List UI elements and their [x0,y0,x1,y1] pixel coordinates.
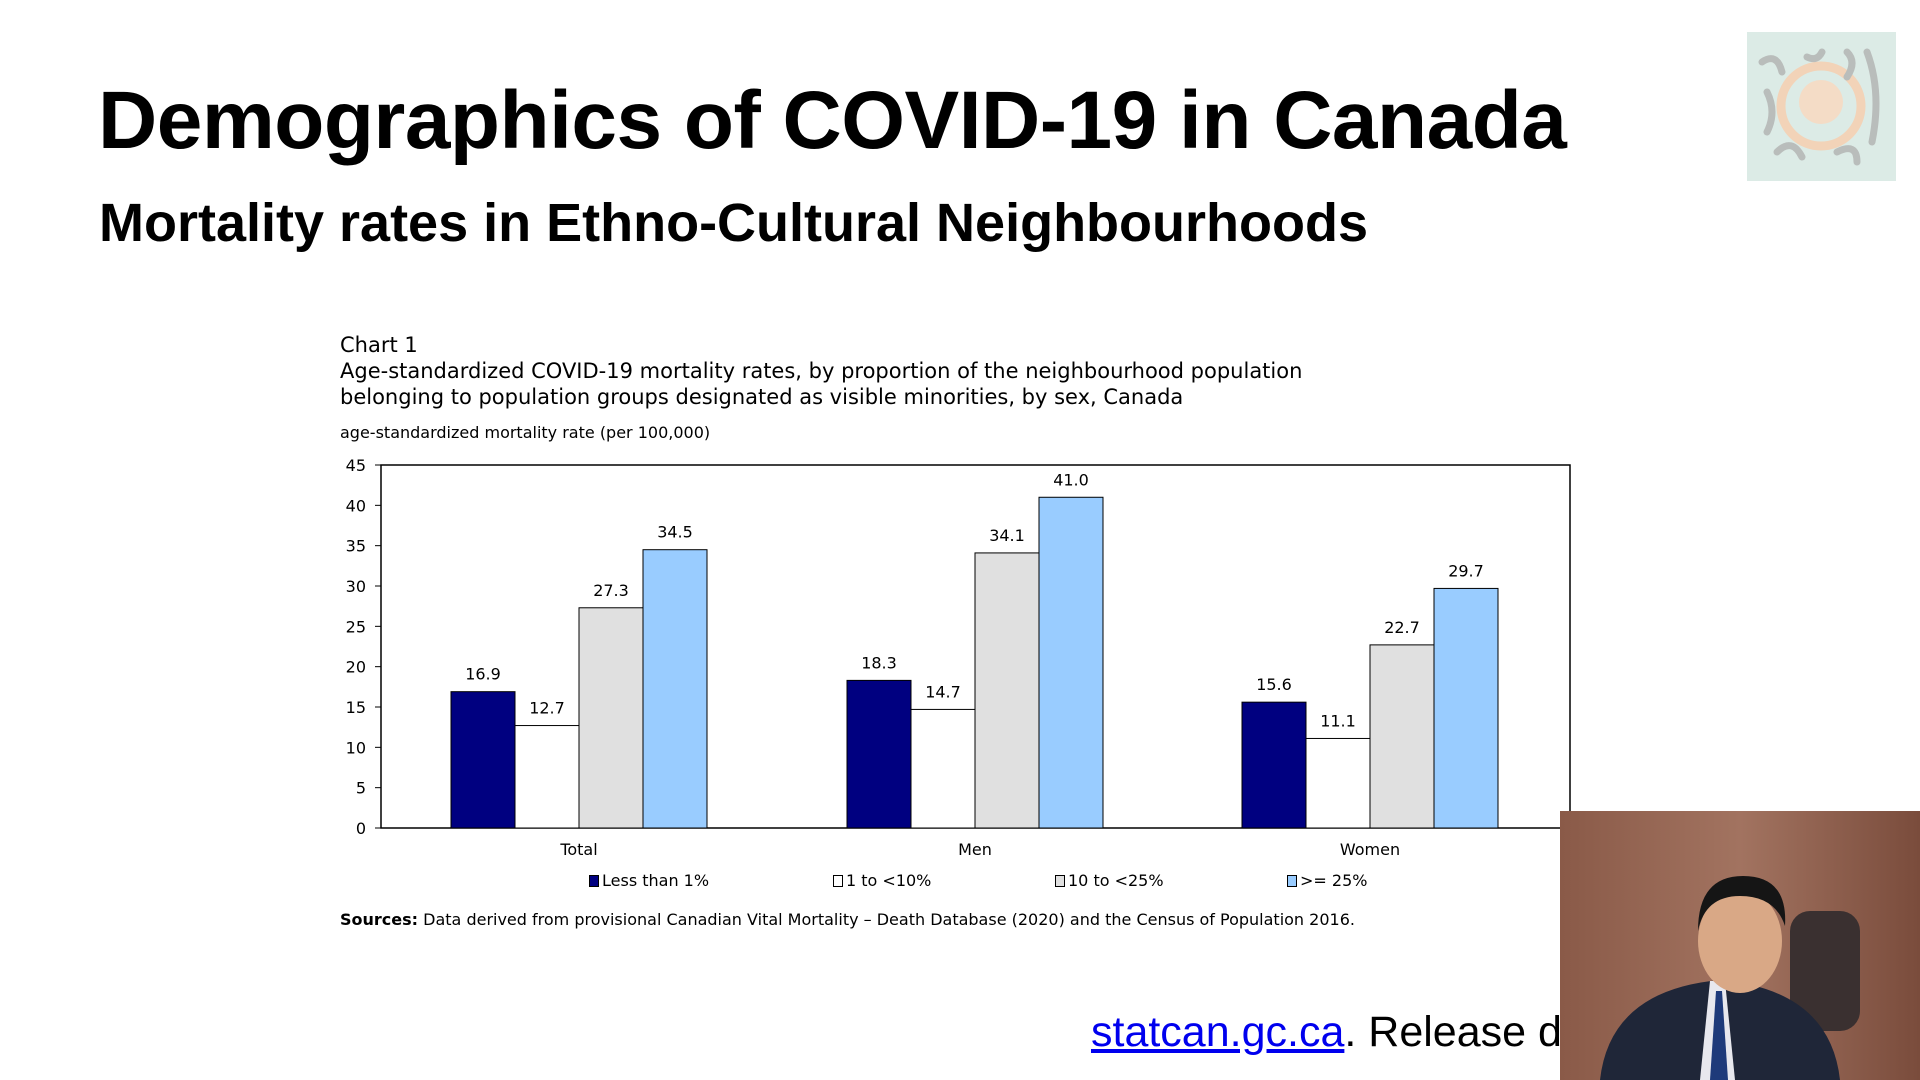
data-label: 34.1 [989,526,1025,545]
data-label: 15.6 [1256,675,1292,694]
footer-citation: statcan.gc.ca. Release d [1091,1008,1562,1057]
bar [1241,701,1307,829]
data-label: 12.7 [529,699,565,718]
chart-title-line-1: Age-standardized COVID-19 mortality rate… [340,359,1303,383]
sources-text: Data derived from provisional Canadian V… [418,910,1355,929]
x-category-label: Men [958,840,992,859]
data-label: 27.3 [593,581,629,600]
bar [846,679,912,829]
bar [1369,644,1435,829]
webcam-video [1560,811,1920,1080]
chart-title-line-2: belonging to population groups designate… [340,385,1184,409]
data-label: 34.5 [657,523,693,542]
legend-swatch [589,874,599,887]
y-tick-label: 30 [346,577,366,596]
y-tick-label: 40 [346,496,366,515]
bar [450,691,516,829]
data-label: 41.0 [1053,470,1089,489]
calligraphy-logo [1747,32,1896,181]
y-tick-label: 35 [346,537,366,556]
bar [514,725,580,829]
y-tick-label: 20 [346,658,366,677]
data-label: 29.7 [1448,561,1484,580]
data-label: 14.7 [925,682,961,701]
y-axis-label: age-standardized mortality rate (per 100… [340,423,711,442]
data-label: 16.9 [465,665,501,684]
chart-title: Age-standardized COVID-19 mortality rate… [340,358,1302,410]
bar [910,708,976,829]
y-tick-label: 15 [346,698,366,717]
sources-note: Sources: Data derived from provisional C… [340,910,1355,929]
y-tick-label: 45 [346,456,366,475]
x-category-label: Total [559,840,597,859]
bar [1305,737,1371,829]
legend-label: >= 25% [1300,871,1368,890]
legend-label: Less than 1% [602,871,710,890]
sources-label: Sources: [340,910,419,929]
bar [1433,587,1499,829]
data-label: 18.3 [861,653,897,672]
legend-label: 1 to <10% [846,871,932,890]
legend-label: 10 to <25% [1068,871,1164,890]
bar [1038,496,1104,829]
chart-number: Chart 1 [340,333,418,357]
legend-swatch [1055,874,1065,887]
y-tick-label: 0 [356,819,366,838]
legend-item-25-plus: >= 25% [1287,871,1367,890]
legend-item-1-to-10: 1 to <10% [833,871,931,890]
y-tick-label: 5 [356,779,366,798]
bar [642,549,708,829]
slide-subtitle: Mortality rates in Ethno-Cultural Neighb… [99,193,1368,253]
legend-item-less-than-1: Less than 1% [589,871,709,890]
data-label: 11.1 [1320,711,1356,730]
data-label: 22.7 [1384,618,1420,637]
y-tick-label: 10 [346,738,366,757]
legend-swatch [833,874,843,887]
bar [974,552,1040,829]
legend-swatch [1287,874,1297,887]
legend-item-10-to-25: 10 to <25% [1055,871,1164,890]
slide-title: Demographics of COVID-19 in Canada [98,75,1567,166]
statcan-link[interactable]: statcan.gc.ca [1091,1008,1345,1056]
footer-text: . Release d [1344,1008,1562,1056]
bar [578,607,644,829]
x-category-label: Women [1340,840,1400,859]
y-tick-label: 25 [346,617,366,636]
